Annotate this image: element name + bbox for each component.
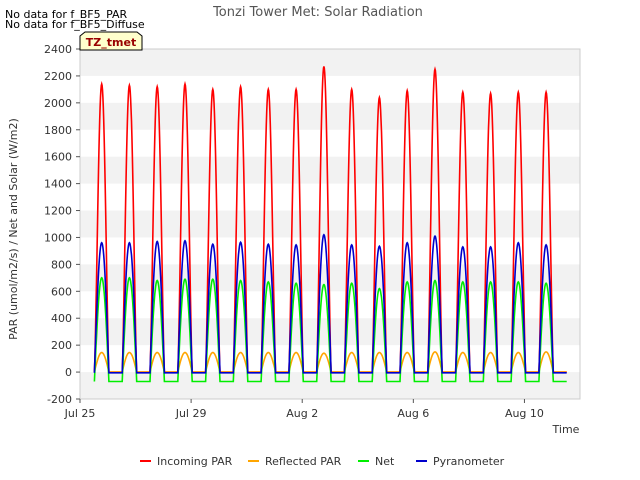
- x-tick-label: Aug 10: [505, 407, 544, 420]
- plot-frame: [79, 48, 581, 400]
- grid-band: [80, 156, 580, 184]
- y-tick-label: 1800: [44, 124, 72, 137]
- no-data-note-par: No data for f_BF5_PAR: [5, 8, 128, 21]
- tag-shape: [79, 31, 143, 51]
- chart-title: Tonzi Tower Met: Solar Radiation: [212, 5, 423, 20]
- grid-band: [80, 372, 580, 399]
- tag-box: TZ_tmet: [79, 31, 143, 51]
- y-tick-label: 2000: [44, 97, 72, 110]
- y-tick-label: -200: [47, 393, 72, 406]
- x-axis: Jul 25 Jul 29 Aug 2 Aug 6 Aug 10: [64, 399, 544, 420]
- series-lines: [93, 66, 567, 383]
- y-tick-label: 1200: [44, 205, 72, 218]
- x-tick-label: Jul 25: [64, 407, 96, 420]
- y-tick-label: 1000: [44, 231, 72, 244]
- grid-band: [80, 49, 580, 76]
- y-tick-label: 200: [51, 339, 72, 352]
- y-tick-label: 600: [51, 285, 72, 298]
- y-axis-label: PAR (umol/m2/s) / Net and Solar (W/m2): [7, 118, 20, 340]
- y-tick-label: 1600: [44, 151, 72, 164]
- y-tick-label: 800: [51, 258, 72, 271]
- series-line-pyranometer: [93, 233, 567, 374]
- tag-label: TZ_tmet: [86, 36, 136, 49]
- legend-label: Pyranometer: [433, 455, 505, 468]
- y-tick-label: 2400: [44, 43, 72, 56]
- x-tick-label: Aug 2: [286, 407, 318, 420]
- y-tick-label: 400: [51, 312, 72, 325]
- legend: Incoming PAR Reflected PAR Net Pyranometer: [140, 455, 505, 468]
- x-axis-label: Time: [552, 423, 580, 436]
- x-tick-label: Jul 29: [175, 407, 207, 420]
- y-tick-label: 0: [65, 366, 72, 379]
- series-line-reflected-par: [93, 351, 567, 373]
- y-tick-label: 2200: [44, 70, 72, 83]
- grid-bands: [80, 49, 580, 399]
- y-axis: -200 0 200 400 600 800 1000 1200 1400 1600 1800 200…: [44, 43, 80, 406]
- grid-band: [80, 102, 580, 130]
- y-tick-label: 1400: [44, 178, 72, 191]
- grid-band: [80, 210, 580, 238]
- legend-label: Net: [375, 455, 395, 468]
- x-tick-label: Aug 6: [397, 407, 429, 420]
- series-line-incoming-par: [93, 66, 567, 373]
- legend-label: Incoming PAR: [157, 455, 233, 468]
- no-data-note-diffuse: No data for f_BF5_Diffuse: [5, 18, 145, 31]
- series-line-net: [93, 276, 567, 383]
- legend-label: Reflected PAR: [265, 455, 342, 468]
